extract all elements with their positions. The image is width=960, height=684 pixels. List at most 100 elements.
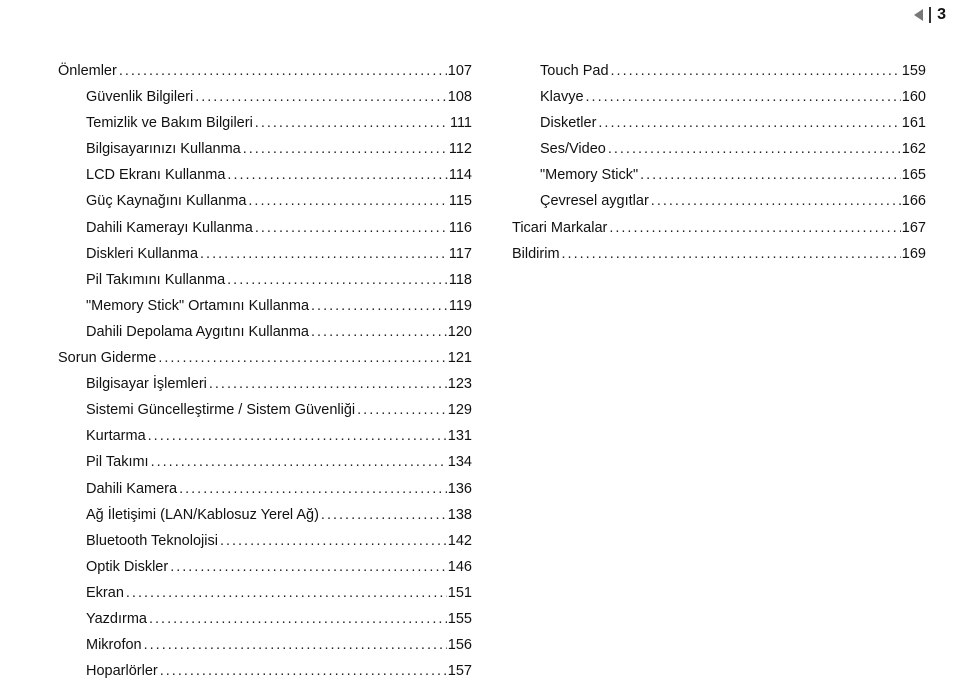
toc-label: Pil Takımını Kullanma: [86, 267, 225, 293]
toc-entry: Bilgisayar İşlemleri123: [58, 371, 472, 397]
toc-page-number: 119: [448, 293, 472, 319]
toc-page-number: 111: [449, 110, 472, 136]
toc-entry: Hoparlörler 157: [58, 658, 472, 684]
toc-leader-dots: [246, 188, 447, 214]
toc-page-number: 138: [447, 502, 472, 528]
toc-entry: "Memory Stick"165: [512, 162, 926, 188]
toc-page-number: 116: [448, 215, 472, 241]
toc-label: Klavye: [540, 84, 584, 110]
toc-leader-dots: [253, 215, 448, 241]
toc-label: Optik Diskler: [86, 554, 168, 580]
page-marker: 3: [914, 6, 946, 24]
toc-label: Dahili Kamerayı Kullanma: [86, 215, 253, 241]
toc-page-number: 131: [447, 423, 472, 449]
toc-label: Temizlik ve Bakım Bilgileri: [86, 110, 253, 136]
toc-page-number: 157: [447, 658, 472, 684]
toc-page-number: 136: [447, 476, 472, 502]
toc-entry: LCD Ekranı Kullanma114: [58, 162, 472, 188]
toc-label: Kurtarma: [86, 423, 146, 449]
toc-page-number: 115: [448, 188, 472, 214]
toc-entry: Güç Kaynağını Kullanma 115: [58, 188, 472, 214]
toc-label: Bilgisayar İşlemleri: [86, 371, 207, 397]
toc-page-number: 142: [447, 528, 472, 554]
toc-entry: Ticari Markalar 167: [512, 215, 926, 241]
toc-entry: Temizlik ve Bakım Bilgileri 111: [58, 110, 472, 136]
toc-page-number: 117: [448, 241, 472, 267]
toc-label: Önlemler: [58, 58, 117, 84]
toc-leader-dots: [241, 136, 448, 162]
toc-label: Sistemi Güncelleştirme / Sistem Güvenliğ…: [86, 397, 355, 423]
toc-entry: Bilgisayarınızı Kullanma 112: [58, 136, 472, 162]
toc-page-number: 118: [448, 267, 472, 293]
toc-leader-dots: [149, 449, 447, 475]
toc-leader-dots: [596, 110, 900, 136]
toc-leader-dots: [156, 345, 446, 371]
toc-label: Ses/Video: [540, 136, 606, 162]
toc-page-number: 112: [448, 136, 472, 162]
toc-entry: Ses/Video162: [512, 136, 926, 162]
toc-page-number: 121: [447, 345, 472, 371]
toc-leader-dots: [649, 188, 901, 214]
toc-label: Çevresel aygıtlar: [540, 188, 649, 214]
toc-leader-dots: [218, 528, 447, 554]
toc-leader-dots: [146, 423, 447, 449]
toc-label: Dahili Depolama Aygıtını Kullanma: [86, 319, 309, 345]
toc-entry: Pil Takımı134: [58, 449, 472, 475]
toc-page-number: 161: [901, 110, 926, 136]
toc-page-number: 129: [447, 397, 472, 423]
toc-leader-dots: [177, 476, 447, 502]
toc-page-number: 167: [901, 215, 926, 241]
toc-column-right: Touch Pad159Klavye160Disketler161Ses/Vid…: [512, 58, 926, 601]
toc-label: Mikrofon: [86, 632, 142, 658]
toc-entry: Pil Takımını Kullanma 118: [58, 267, 472, 293]
toc-entry: Güvenlik Bilgileri108: [58, 84, 472, 110]
toc-label: Bilgisayarınızı Kullanma: [86, 136, 241, 162]
toc-leader-dots: [158, 658, 447, 684]
toc-label: Ticari Markalar: [512, 215, 607, 241]
toc-leader-dots: [198, 241, 448, 267]
toc-label: Güç Kaynağını Kullanma: [86, 188, 246, 214]
toc-leader-dots: [225, 267, 448, 293]
toc-column-left: Önlemler 107Güvenlik Bilgileri108Temizlik…: [58, 58, 472, 601]
toc-page-number: 107: [447, 58, 472, 84]
toc-entry: Ağ İletişimi (LAN/Kablosuz Yerel Ağ) 138: [58, 502, 472, 528]
toc-page-number: 159: [901, 58, 926, 84]
toc-columns: Önlemler 107Güvenlik Bilgileri108Temizlik…: [58, 58, 926, 601]
toc-entry: Diskleri Kullanma 117: [58, 241, 472, 267]
toc-leader-dots: [355, 397, 447, 423]
toc-leader-dots: [142, 632, 447, 658]
toc-label: LCD Ekranı Kullanma: [86, 162, 225, 188]
toc-leader-dots: [309, 293, 448, 319]
toc-entry: Çevresel aygıtlar 166: [512, 188, 926, 214]
toc-entry: Dahili Kamera136: [58, 476, 472, 502]
toc-leader-dots: [124, 580, 447, 606]
toc-entry: Dahili Depolama Aygıtını Kullanma120: [58, 319, 472, 345]
page-number: 3: [937, 6, 946, 24]
toc-leader-dots: [606, 136, 901, 162]
toc-entry: Yazdırma155: [58, 606, 472, 632]
toc-leader-dots: [168, 554, 447, 580]
toc-page-number: 151: [447, 580, 472, 606]
toc-page-number: 155: [447, 606, 472, 632]
toc-leader-dots: [253, 110, 449, 136]
toc-label: Diskleri Kullanma: [86, 241, 198, 267]
toc-leader-dots: [147, 606, 447, 632]
toc-entry: Ekran151: [58, 580, 472, 606]
toc-entry: Klavye 160: [512, 84, 926, 110]
toc-label: Touch Pad: [540, 58, 609, 84]
toc-page-number: 146: [447, 554, 472, 580]
toc-label: "Memory Stick" Ortamını Kullanma: [86, 293, 309, 319]
toc-page-number: 166: [901, 188, 926, 214]
toc-label: Sorun Giderme: [58, 345, 156, 371]
toc-leader-dots: [607, 215, 900, 241]
toc-entry: Bluetooth Teknolojisi142: [58, 528, 472, 554]
toc-leader-dots: [319, 502, 447, 528]
toc-leader-dots: [584, 84, 901, 110]
marker-bar: [929, 7, 931, 23]
toc-page-number: 160: [901, 84, 926, 110]
toc-label: Ağ İletişimi (LAN/Kablosuz Yerel Ağ): [86, 502, 319, 528]
toc-entry: Kurtarma 131: [58, 423, 472, 449]
toc-entry: Sistemi Güncelleştirme / Sistem Güvenliğ…: [58, 397, 472, 423]
toc-label: Hoparlörler: [86, 658, 158, 684]
toc-page-number: 134: [447, 449, 472, 475]
